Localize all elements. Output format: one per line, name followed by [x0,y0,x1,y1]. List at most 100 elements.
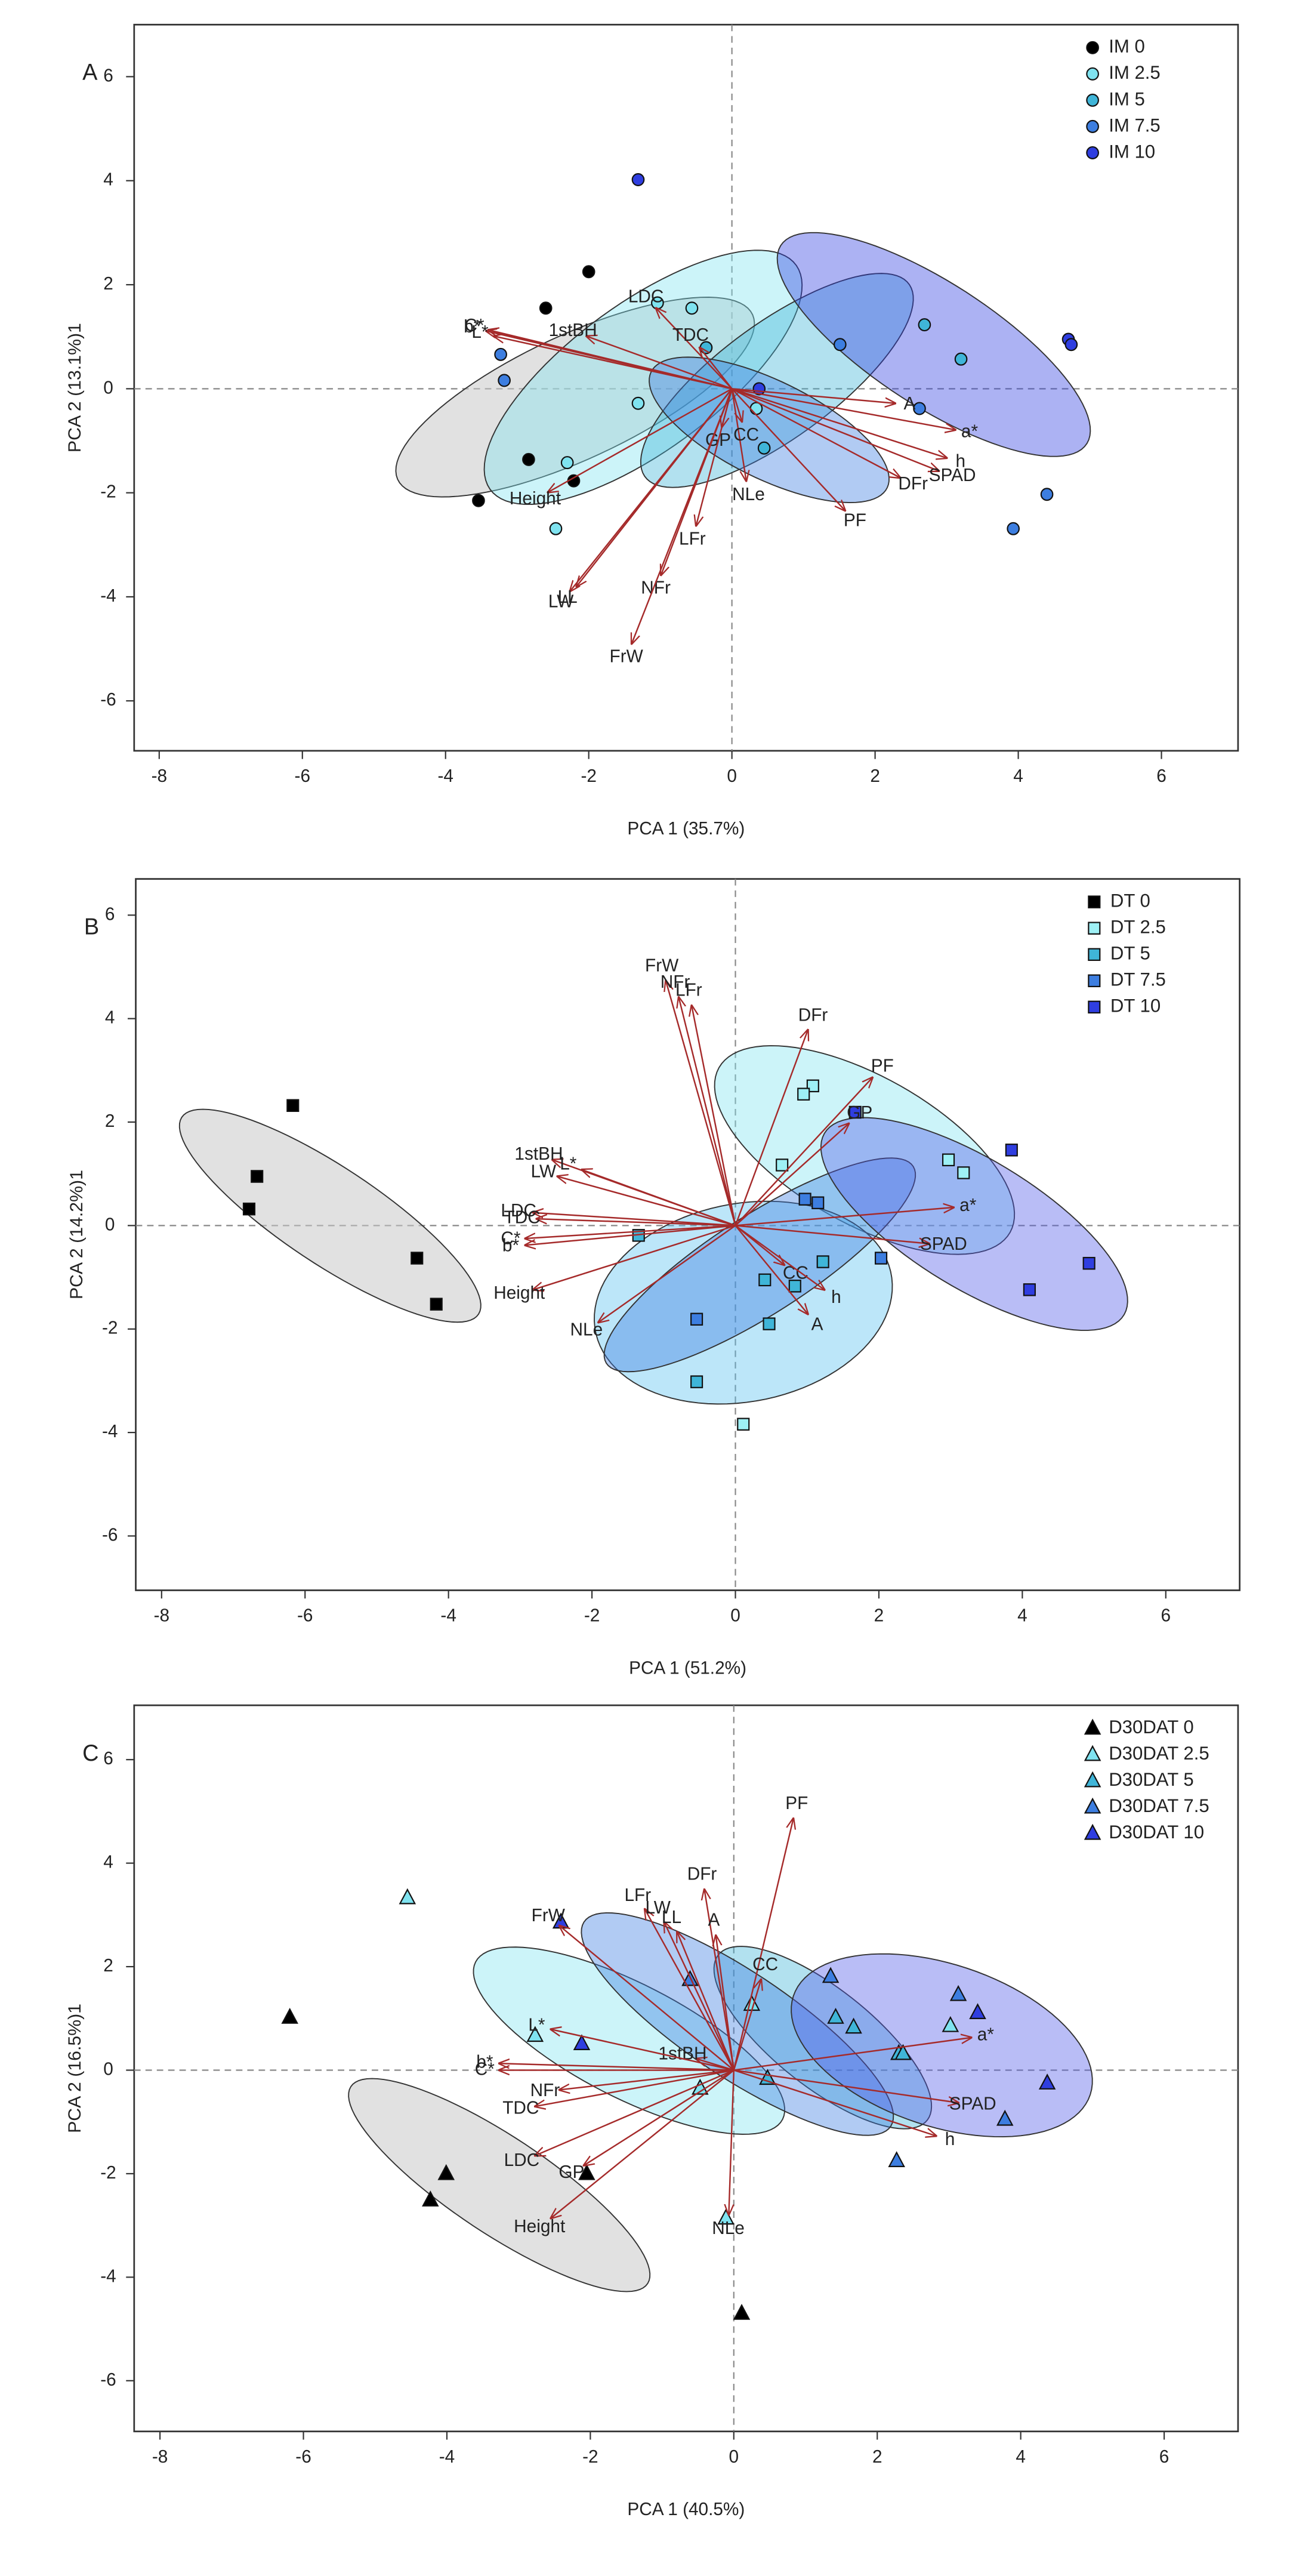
loading-arrow [548,388,733,492]
point [526,2026,544,2042]
loading-arrow [731,389,746,480]
point [798,1193,811,1206]
point [422,2190,439,2207]
loading-arrow [735,1124,849,1227]
legend-marker [1084,1718,1101,1735]
loading-label: LFr [624,1885,651,1905]
y-axis-label: PCA 2 (16.5%)1 [65,2004,85,2133]
point [763,1317,776,1330]
y-tick-label: 6 [103,66,113,85]
point [1040,488,1054,501]
loading-label: Height [514,2217,566,2236]
y-tick-label: 2 [103,274,113,294]
loading-arrow [525,1225,736,1245]
loading-arrow [666,981,736,1226]
loading-label: 1stBH [658,2044,706,2063]
loading-arrow [576,388,733,586]
point [949,1985,967,2001]
loading-label: a* [961,421,978,441]
loading-arrow [731,388,742,421]
y-tick-label: 0 [103,2059,113,2079]
y-tick-label: -2 [100,2163,116,2183]
point [816,1255,829,1268]
loading-arrow [733,1819,794,2070]
panel-label: B [84,914,99,939]
y-tick-label: -4 [100,2266,116,2286]
loading-arrow [705,1890,735,2070]
loading-arrow [535,2069,735,2106]
x-tick-label: 2 [872,2447,882,2467]
panel-label: C [82,1740,98,1766]
legend-label: IM 2.5 [1109,62,1161,83]
x-tick-label: -2 [582,2447,598,2467]
y-tick-label: 4 [103,1852,113,1872]
x-axis-label: PCA 1 (35.7%) [627,819,745,839]
legend-marker [1084,1823,1101,1840]
loading-label: LW [548,591,574,611]
loading-label: b* [502,1235,519,1255]
y-axis-label: PCA 2 (13.1%)1 [65,323,85,452]
loading-label: A [708,1910,720,1930]
loading-label: L* [528,2015,545,2035]
loading-label: LW [645,1898,671,1918]
loading-label: FrW [645,956,679,975]
point [1082,1256,1095,1270]
loading-label: SPAD [920,1234,967,1254]
legend-marker [1086,119,1099,133]
y-tick-label: 6 [105,904,115,924]
point [498,374,511,387]
point [996,2109,1014,2126]
panel: -8 -6 -4 -2 0 2 4 6 -6 -4 -2 0 2 4 6 PCA 1 (40.5%) PCA 2… [65,1704,1239,2519]
legend-marker [1086,146,1099,159]
loading-arrow [735,1225,808,1314]
loading-arrow [560,2069,734,2090]
loading-label: b* [476,2052,493,2072]
point [437,2164,455,2180]
y-tick-label: -4 [102,1422,118,1441]
x-tick-label: -8 [152,766,167,786]
confidence-ellipse [791,1953,1093,2138]
point [399,1888,416,1905]
point [560,456,574,470]
legend-marker [1086,67,1099,81]
loading-label: LDC [504,2150,540,2170]
x-tick-label: -6 [297,1606,313,1625]
point [286,1099,300,1113]
loading-arrow [732,388,955,430]
loading-label: a* [959,1195,976,1215]
legend-label: DT 7.5 [1110,969,1166,990]
legend-marker [1086,93,1099,107]
x-tick-label: 6 [1161,1606,1171,1625]
x-tick-label: 2 [874,1606,884,1625]
loading-label: GP [558,2162,584,2182]
legend-label: D30DAT 10 [1109,1822,1204,1842]
legend-label: IM 5 [1109,88,1145,109]
loading-label: CC [783,1263,808,1283]
x-tick-label: 0 [730,1606,740,1625]
legend-label: D30DAT 2.5 [1109,1743,1209,1764]
loading-label: PF [844,510,866,530]
loading-arrow [560,1926,735,2071]
confidence-ellipse [714,1045,1016,1255]
loading-label: A [904,394,916,414]
y-tick-label: -2 [102,1318,118,1338]
loading-arrow [692,1006,736,1226]
y-tick-label: -4 [100,586,116,606]
loading-label: NLe [570,1320,603,1339]
x-tick-label: -8 [154,1606,169,1625]
loading-arrow [696,389,733,525]
legend-marker [1084,1797,1101,1814]
loading-arrow [735,1207,953,1227]
x-tick-label: 0 [727,766,737,786]
x-tick-label: -8 [152,2447,168,2467]
loading-label: A [811,1314,823,1334]
loading-arrow [732,388,939,471]
point [845,2017,862,2034]
loading-label: TDC [672,325,709,345]
loading-arrow [494,336,732,390]
legend-marker [1086,41,1099,54]
point [494,347,507,361]
point [1023,1283,1036,1296]
loading-label: Height [493,1283,545,1303]
